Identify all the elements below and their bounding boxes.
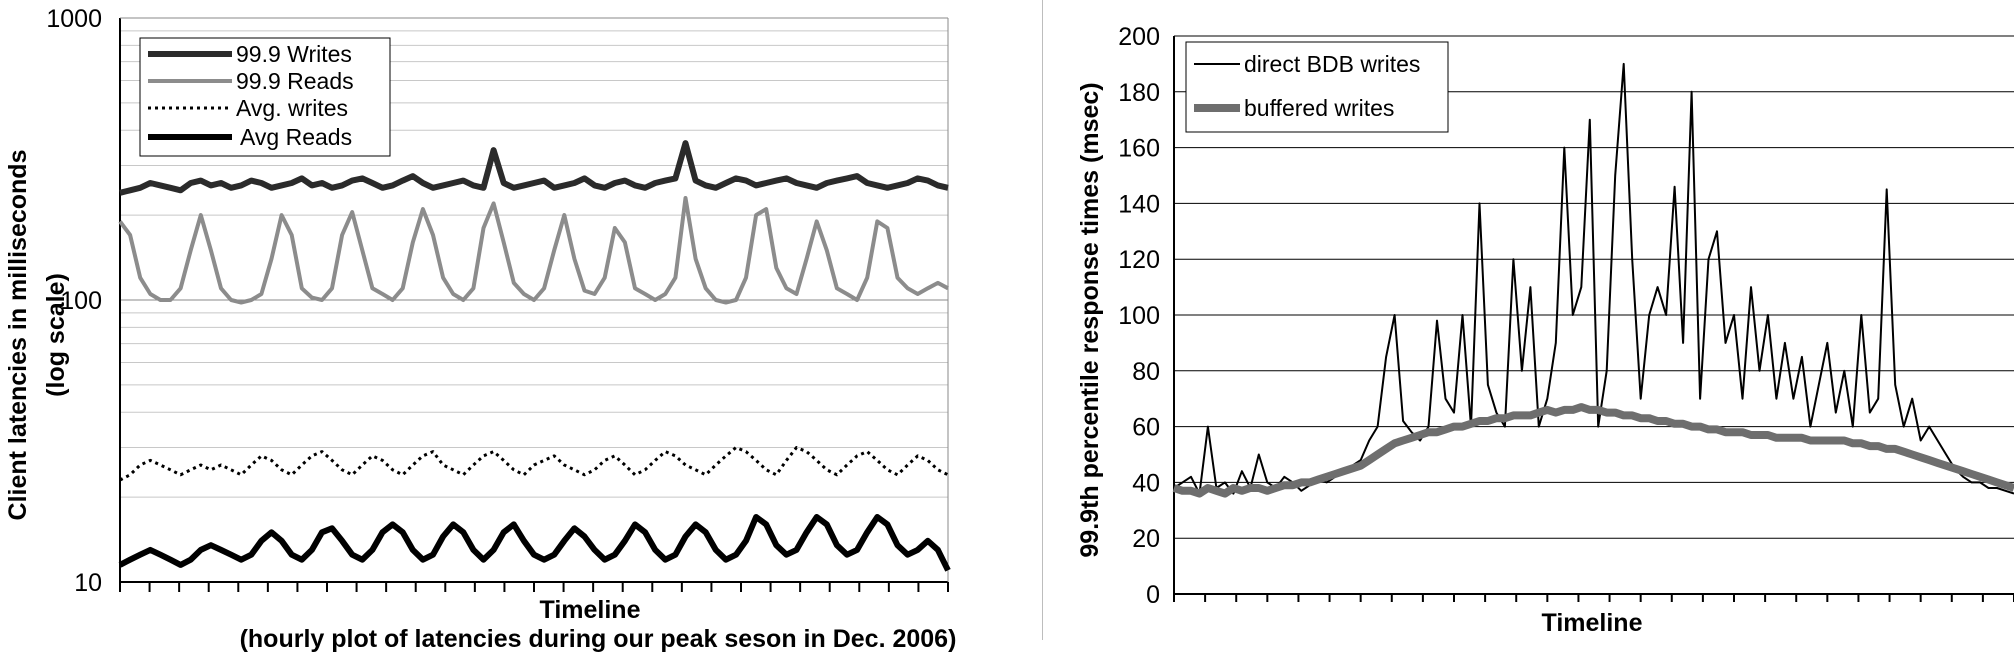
legend-item-reads-999: 99.9 Reads	[148, 68, 354, 94]
legend-label: Avg Reads	[240, 124, 352, 150]
series-lines	[1172, 62, 2014, 498]
y-tick-label: 120	[1118, 246, 1160, 274]
x-ticks	[1173, 594, 2014, 602]
x-axis-title: Timeline	[1542, 609, 1643, 637]
y-gridlines	[120, 17, 948, 583]
y-axis-title-note: (log scale)	[42, 273, 70, 397]
axes	[1173, 36, 2014, 595]
legend-item-direct-bdb: direct BDB writes	[1194, 51, 1420, 77]
y-tick-label: 40	[1132, 469, 1160, 497]
legend-item-writes-999: 99.9 Writes	[148, 41, 352, 67]
y-tick-label: 160	[1118, 135, 1160, 163]
y-tick-label: 100	[60, 287, 102, 315]
response-time-chart: 0 20 40 60 80 100 120 140 160 180 200 direct BDB w…	[1076, 23, 2014, 637]
legend-label: 99.9 Reads	[236, 68, 354, 94]
y-tick-label: 0	[1146, 581, 1160, 609]
y-tick-label: 200	[1118, 23, 1160, 51]
y-tick-label: 1000	[46, 5, 102, 33]
legend: direct BDB writes buffered writes	[1185, 41, 1449, 133]
x-ticks	[119, 582, 949, 592]
y-tick-label: 180	[1118, 79, 1160, 107]
legend-label: buffered writes	[1244, 95, 1394, 121]
y-tick-label: 80	[1132, 358, 1160, 386]
legend-label: 99.9 Writes	[236, 41, 352, 67]
legend-item-avg-writes: Avg. writes	[148, 95, 348, 121]
series-line	[118, 514, 951, 572]
latency-log-chart: 10 100 1000 99.9 Writes 99.9 Reads Avg. wr…	[4, 5, 957, 653]
legend-item-buffered: buffered writes	[1194, 95, 1394, 121]
legend-box	[1185, 41, 1449, 133]
legend: 99.9 Writes 99.9 Reads Avg. writes Avg R…	[139, 37, 391, 157]
y-tick-label: 140	[1118, 190, 1160, 218]
legend-label: direct BDB writes	[1244, 51, 1420, 77]
y-tick-labels: 0 20 40 60 80 100 120 140 160 180 200	[1118, 23, 1160, 609]
series-line	[118, 196, 949, 305]
series-line	[119, 446, 949, 482]
series-lines	[118, 140, 951, 572]
x-axis-title-note: (hourly plot of latencies during our pea…	[240, 625, 957, 653]
y-tick-labels: 10 100 1000	[46, 5, 102, 597]
y-axis-title: Client latencies in milliseconds	[4, 150, 32, 521]
legend-item-avg-reads: Avg Reads	[148, 124, 352, 150]
panel-divider	[1042, 0, 1043, 640]
series-line	[1172, 403, 2014, 498]
legend-label: Avg. writes	[236, 95, 348, 121]
series-line	[119, 140, 949, 196]
y-axis-title: 99.9th percentile response times (msec)	[1076, 82, 1104, 557]
y-tick-label: 20	[1132, 525, 1160, 553]
y-tick-label: 10	[74, 569, 102, 597]
x-axis-title: Timeline	[540, 596, 641, 624]
y-tick-label: 100	[1118, 302, 1160, 330]
y-tick-label: 60	[1132, 414, 1160, 442]
